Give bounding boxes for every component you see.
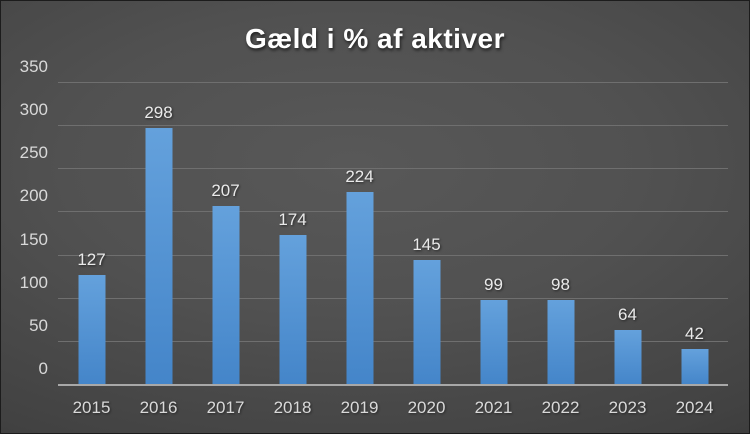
bar-slot-2021: 99 bbox=[460, 83, 527, 385]
bar-2018 bbox=[279, 234, 306, 385]
gridline-200 bbox=[58, 211, 728, 213]
gridline-250 bbox=[58, 168, 728, 170]
x-tick-label-2020: 2020 bbox=[407, 398, 446, 417]
y-tick-label-50: 50 bbox=[29, 315, 48, 335]
data-label-2016: 298 bbox=[144, 102, 173, 122]
data-label-2018: 174 bbox=[278, 209, 307, 229]
y-tick-label-100: 100 bbox=[19, 272, 48, 292]
bar-2015 bbox=[78, 275, 105, 385]
y-tick-label-250: 250 bbox=[19, 143, 48, 163]
x-tick-label-2018: 2018 bbox=[273, 398, 312, 417]
gridline-100 bbox=[58, 297, 728, 299]
x-tick-label-2015: 2015 bbox=[72, 398, 111, 417]
bar-2022 bbox=[547, 300, 574, 385]
bar-slot-2019: 224 bbox=[326, 83, 393, 385]
data-label-2019: 224 bbox=[345, 166, 374, 186]
x-axis-labels: 2015 2016 2017 2018 2019 2020 2021 2022 2023 2024 bbox=[58, 397, 728, 419]
plot-area: 0 50 100 150 200 250 300 350 127 298 207 174 224 145… bbox=[20, 58, 728, 386]
bar-2020 bbox=[413, 259, 440, 385]
bar-slot-2018: 174 bbox=[259, 83, 326, 385]
x-axis-line bbox=[58, 384, 728, 386]
y-tick-label-300: 300 bbox=[19, 100, 48, 120]
bar-2023 bbox=[614, 329, 641, 385]
bar-2019 bbox=[346, 191, 373, 385]
bar-2016 bbox=[145, 127, 172, 385]
bar-slot-2017: 207 bbox=[192, 83, 259, 385]
x-tick-label-2019: 2019 bbox=[340, 398, 379, 417]
y-tick-label-0: 0 bbox=[38, 359, 48, 378]
bar-slot-2023: 64 bbox=[594, 83, 661, 385]
y-tick-label-350: 350 bbox=[19, 57, 48, 76]
y-tick-label-150: 150 bbox=[19, 229, 48, 249]
gridline-350 bbox=[58, 82, 728, 83]
bar-slot-2022: 98 bbox=[527, 83, 594, 385]
bar-2024 bbox=[681, 348, 708, 385]
bar-slot-2024: 42 bbox=[661, 83, 728, 385]
gridline-50 bbox=[58, 340, 728, 342]
bar-slot-2016: 298 bbox=[125, 83, 192, 385]
bar-2017 bbox=[212, 206, 239, 385]
x-tick-label-2021: 2021 bbox=[474, 398, 513, 417]
data-label-2024: 42 bbox=[685, 323, 704, 343]
x-tick-label-2017: 2017 bbox=[206, 398, 245, 417]
data-label-2015: 127 bbox=[77, 250, 106, 270]
x-tick-label-2016: 2016 bbox=[139, 398, 178, 417]
data-label-2021: 99 bbox=[484, 274, 503, 294]
bar-series: 127 298 207 174 224 145 99 98 64 42 bbox=[58, 83, 728, 385]
gridline-150 bbox=[58, 254, 728, 256]
data-label-2022: 98 bbox=[551, 275, 570, 295]
gridline-300 bbox=[58, 125, 728, 127]
x-tick-label-2023: 2023 bbox=[608, 398, 647, 417]
x-tick-label-2024: 2024 bbox=[675, 398, 714, 417]
bar-2021 bbox=[480, 299, 507, 385]
chart-title: Gæld i % af aktiver bbox=[244, 23, 506, 54]
bar-slot-2015: 127 bbox=[58, 83, 125, 385]
y-tick-label-200: 200 bbox=[19, 186, 48, 206]
data-label-2023: 64 bbox=[618, 304, 637, 324]
x-tick-label-2022: 2022 bbox=[541, 398, 580, 417]
bar-slot-2020: 145 bbox=[393, 83, 460, 385]
data-label-2017: 207 bbox=[211, 181, 240, 201]
data-label-2020: 145 bbox=[412, 234, 441, 254]
